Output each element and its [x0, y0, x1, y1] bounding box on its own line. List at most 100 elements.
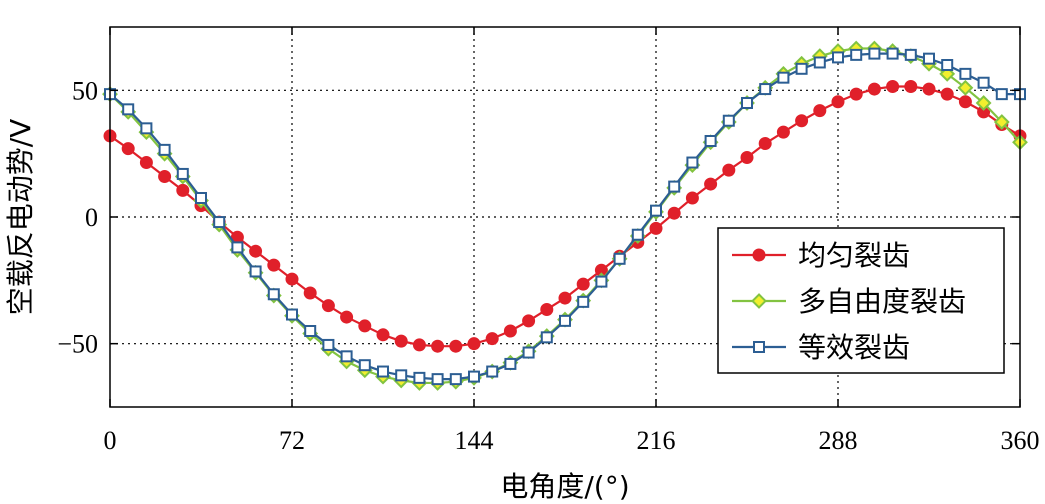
data-point [576, 277, 590, 291]
data-point [121, 142, 135, 156]
data-point [977, 76, 990, 89]
data-point [923, 52, 935, 65]
legend-marker-shape [752, 248, 766, 262]
data-point [867, 82, 881, 96]
data-point [959, 67, 972, 80]
data-point [868, 47, 881, 60]
data-point [958, 95, 972, 109]
data-point [668, 180, 681, 193]
legend-label: 等效裂齿 [798, 331, 910, 364]
legend-box [717, 227, 1005, 374]
legend-label: 均匀裂齿 [798, 239, 910, 272]
data-point [741, 97, 753, 109]
data-point [813, 104, 827, 118]
legend-marker-square [753, 341, 765, 353]
x-tick-label: 216 [637, 426, 676, 455]
data-point [993, 114, 1010, 130]
data-point [431, 373, 444, 386]
data-point [285, 272, 299, 286]
legend-marker-circle [752, 248, 766, 262]
data-point [758, 137, 772, 151]
x-tick-label: 0 [104, 426, 117, 455]
data-point [540, 331, 553, 344]
data-point [940, 87, 954, 101]
data-point [995, 88, 1008, 101]
data-point [776, 125, 790, 139]
y-tick-label: 50 [72, 76, 98, 105]
tick-marks [109, 27, 1021, 407]
data-point [595, 275, 608, 288]
data-point [412, 338, 426, 352]
data-point [286, 308, 298, 321]
data-point [503, 324, 517, 338]
x-tick-label: 288 [819, 426, 858, 455]
data-point [832, 51, 844, 64]
data-point [431, 339, 445, 353]
data-point [559, 314, 571, 327]
legend-marker-diamond [751, 293, 767, 309]
data-point [139, 156, 153, 170]
data-point [850, 48, 863, 61]
data-point [449, 339, 463, 353]
data-point [922, 82, 936, 96]
data-point [358, 319, 372, 333]
data-point [704, 135, 717, 147]
data-point [975, 95, 992, 111]
data-point [158, 169, 172, 183]
data-point [704, 177, 718, 191]
data-point [759, 83, 772, 96]
data-point [722, 114, 735, 127]
data-point [176, 183, 190, 197]
data-point [613, 252, 626, 265]
data-point [303, 286, 317, 300]
legend-label: 多自由度裂齿 [798, 285, 966, 318]
data-point [904, 80, 918, 94]
data-point [122, 103, 135, 116]
data-point [358, 359, 371, 372]
x-tick-label: 72 [279, 426, 305, 455]
data-point [249, 265, 262, 278]
data-point [267, 288, 280, 301]
x-tick-labels: 0 72 144 216 288 360 [104, 426, 1040, 455]
series-square [104, 47, 1026, 386]
data-point [904, 48, 917, 61]
data-point [540, 302, 554, 316]
data-point [394, 334, 408, 348]
x-axis-title: 电角度/(°) [500, 470, 629, 503]
data-point [813, 56, 826, 69]
data-point [249, 244, 263, 258]
data-point [304, 325, 317, 337]
data-point [486, 365, 499, 378]
data-point [467, 337, 481, 351]
data-point [468, 370, 480, 383]
data-point [886, 47, 899, 60]
legend-entry: 等效裂齿 [732, 331, 910, 364]
data-point [449, 373, 462, 386]
data-point [158, 143, 171, 156]
data-point [485, 332, 499, 346]
data-point [941, 59, 954, 71]
data-point [377, 365, 389, 378]
data-point [213, 216, 226, 229]
data-point [376, 328, 390, 342]
data-point [686, 156, 699, 169]
data-point [886, 80, 900, 94]
data-point [650, 204, 662, 217]
data-point [176, 167, 189, 180]
data-point [649, 221, 663, 235]
data-point [195, 192, 207, 204]
data-point [504, 357, 517, 370]
data-point [395, 369, 408, 382]
data-point [577, 295, 590, 308]
data-point [685, 191, 699, 205]
data-point [321, 299, 335, 313]
legend-marker-shape [753, 341, 765, 353]
data-point [849, 87, 863, 101]
legend-marker-shape [751, 293, 767, 309]
grid-lines [110, 27, 1020, 407]
data-point [340, 310, 354, 324]
data-point [522, 314, 536, 328]
x-tick-label: 144 [455, 426, 494, 455]
data-point [558, 291, 572, 305]
